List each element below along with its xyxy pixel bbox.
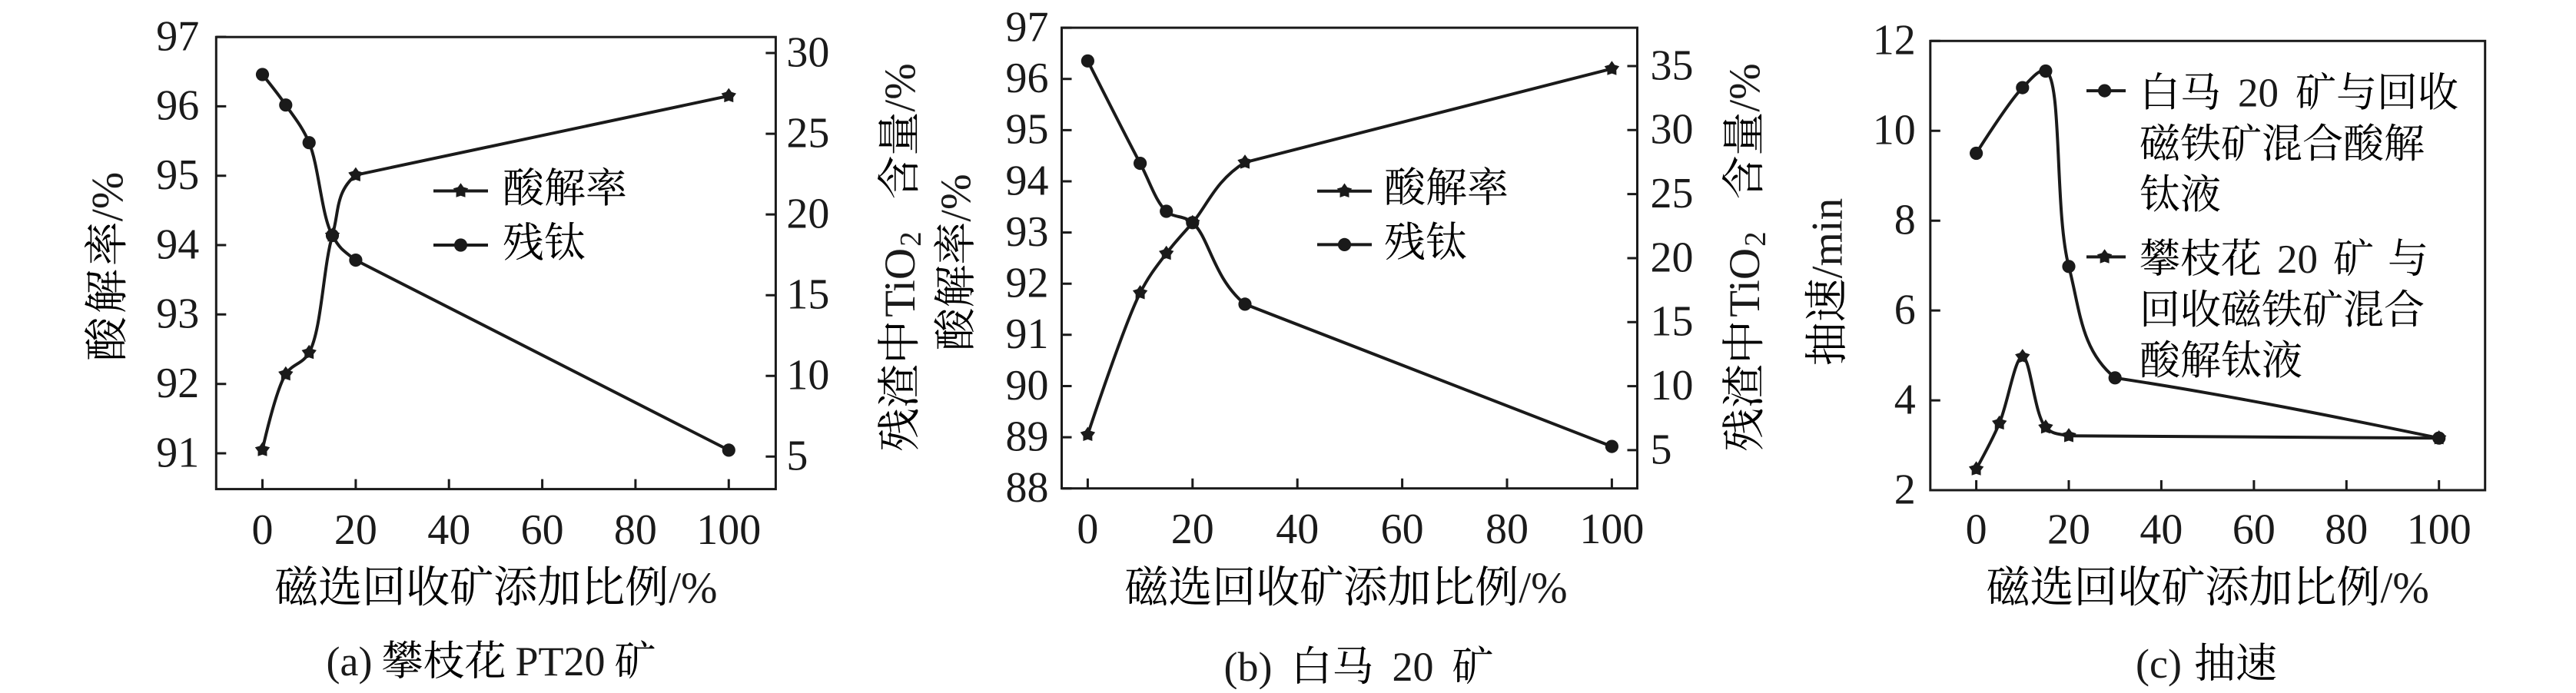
- svg-text:2: 2: [1738, 231, 1771, 247]
- svg-text:20: 20: [786, 191, 829, 238]
- svg-text:100: 100: [2407, 506, 2471, 554]
- svg-text:15: 15: [786, 271, 829, 319]
- svg-text:6: 6: [1894, 287, 1916, 334]
- svg-text:80: 80: [614, 506, 657, 554]
- svg-text:5: 5: [1651, 426, 1672, 473]
- svg-text:40: 40: [427, 506, 470, 554]
- svg-text:0: 0: [1966, 506, 1987, 554]
- svg-text:96: 96: [156, 82, 199, 130]
- svg-text:TiO: TiO: [1721, 248, 1769, 317]
- svg-text:/%: /%: [933, 174, 981, 221]
- svg-text:/%: /%: [669, 564, 717, 612]
- svg-text:60: 60: [2232, 506, 2276, 554]
- svg-text:94: 94: [1006, 157, 1049, 204]
- svg-text:(b): (b): [1224, 644, 1273, 689]
- svg-text:8: 8: [1894, 197, 1916, 244]
- svg-text:20: 20: [334, 506, 377, 554]
- svg-text:25: 25: [786, 110, 829, 158]
- svg-text:96: 96: [1006, 55, 1049, 102]
- svg-text:97: 97: [1006, 4, 1049, 51]
- svg-text:/min: /min: [1804, 198, 1852, 279]
- svg-text:60: 60: [521, 506, 564, 554]
- svg-text:10: 10: [1873, 107, 1916, 154]
- svg-text:PT20: PT20: [516, 638, 606, 685]
- svg-text:40: 40: [2139, 506, 2183, 554]
- svg-text:20: 20: [1651, 234, 1694, 281]
- svg-text:30: 30: [1651, 106, 1694, 154]
- svg-text:(c): (c): [2136, 641, 2182, 687]
- svg-text:100: 100: [696, 506, 761, 554]
- svg-text:20: 20: [1171, 506, 1214, 553]
- svg-text:TiO: TiO: [876, 248, 925, 317]
- svg-text:/%: /%: [2381, 564, 2429, 612]
- svg-text:30: 30: [786, 28, 829, 76]
- svg-text:60: 60: [1381, 506, 1424, 553]
- svg-text:80: 80: [2325, 506, 2368, 554]
- svg-text:91: 91: [1006, 310, 1049, 358]
- svg-text:92: 92: [156, 360, 199, 407]
- svg-text:88: 88: [1006, 464, 1049, 512]
- svg-text:94: 94: [156, 220, 199, 268]
- svg-text:93: 93: [1006, 208, 1049, 256]
- svg-text:93: 93: [156, 290, 199, 338]
- svg-text:91: 91: [156, 429, 199, 476]
- svg-text:40: 40: [1276, 506, 1319, 553]
- svg-text:97: 97: [156, 12, 199, 60]
- svg-text:95: 95: [1006, 106, 1049, 154]
- svg-text:/%: /%: [82, 172, 132, 221]
- svg-text:20: 20: [2277, 237, 2318, 282]
- svg-text:2: 2: [1894, 466, 1916, 513]
- svg-text:5: 5: [786, 433, 808, 480]
- svg-text:80: 80: [1486, 506, 1529, 553]
- svg-text:0: 0: [252, 506, 274, 554]
- svg-text:20: 20: [2238, 71, 2279, 116]
- svg-text:12: 12: [1873, 17, 1916, 65]
- svg-text:20: 20: [2047, 506, 2090, 554]
- svg-text:35: 35: [1651, 41, 1694, 89]
- svg-text:/%: /%: [1721, 63, 1769, 111]
- svg-text:100: 100: [1579, 506, 1644, 553]
- svg-text:10: 10: [1651, 362, 1694, 410]
- svg-text:92: 92: [1006, 260, 1049, 307]
- svg-text:(a): (a): [327, 638, 373, 685]
- svg-text:20: 20: [1393, 644, 1434, 689]
- svg-text:89: 89: [1006, 413, 1049, 460]
- svg-text:2: 2: [894, 231, 927, 247]
- svg-text:10: 10: [786, 352, 829, 400]
- svg-text:95: 95: [156, 151, 199, 199]
- svg-text:/%: /%: [1519, 564, 1567, 612]
- svg-text:4: 4: [1894, 376, 1916, 423]
- svg-text:15: 15: [1651, 298, 1694, 346]
- svg-text:25: 25: [1651, 170, 1694, 217]
- svg-text:90: 90: [1006, 362, 1049, 410]
- svg-text:/%: /%: [876, 63, 925, 111]
- svg-text:0: 0: [1077, 506, 1098, 553]
